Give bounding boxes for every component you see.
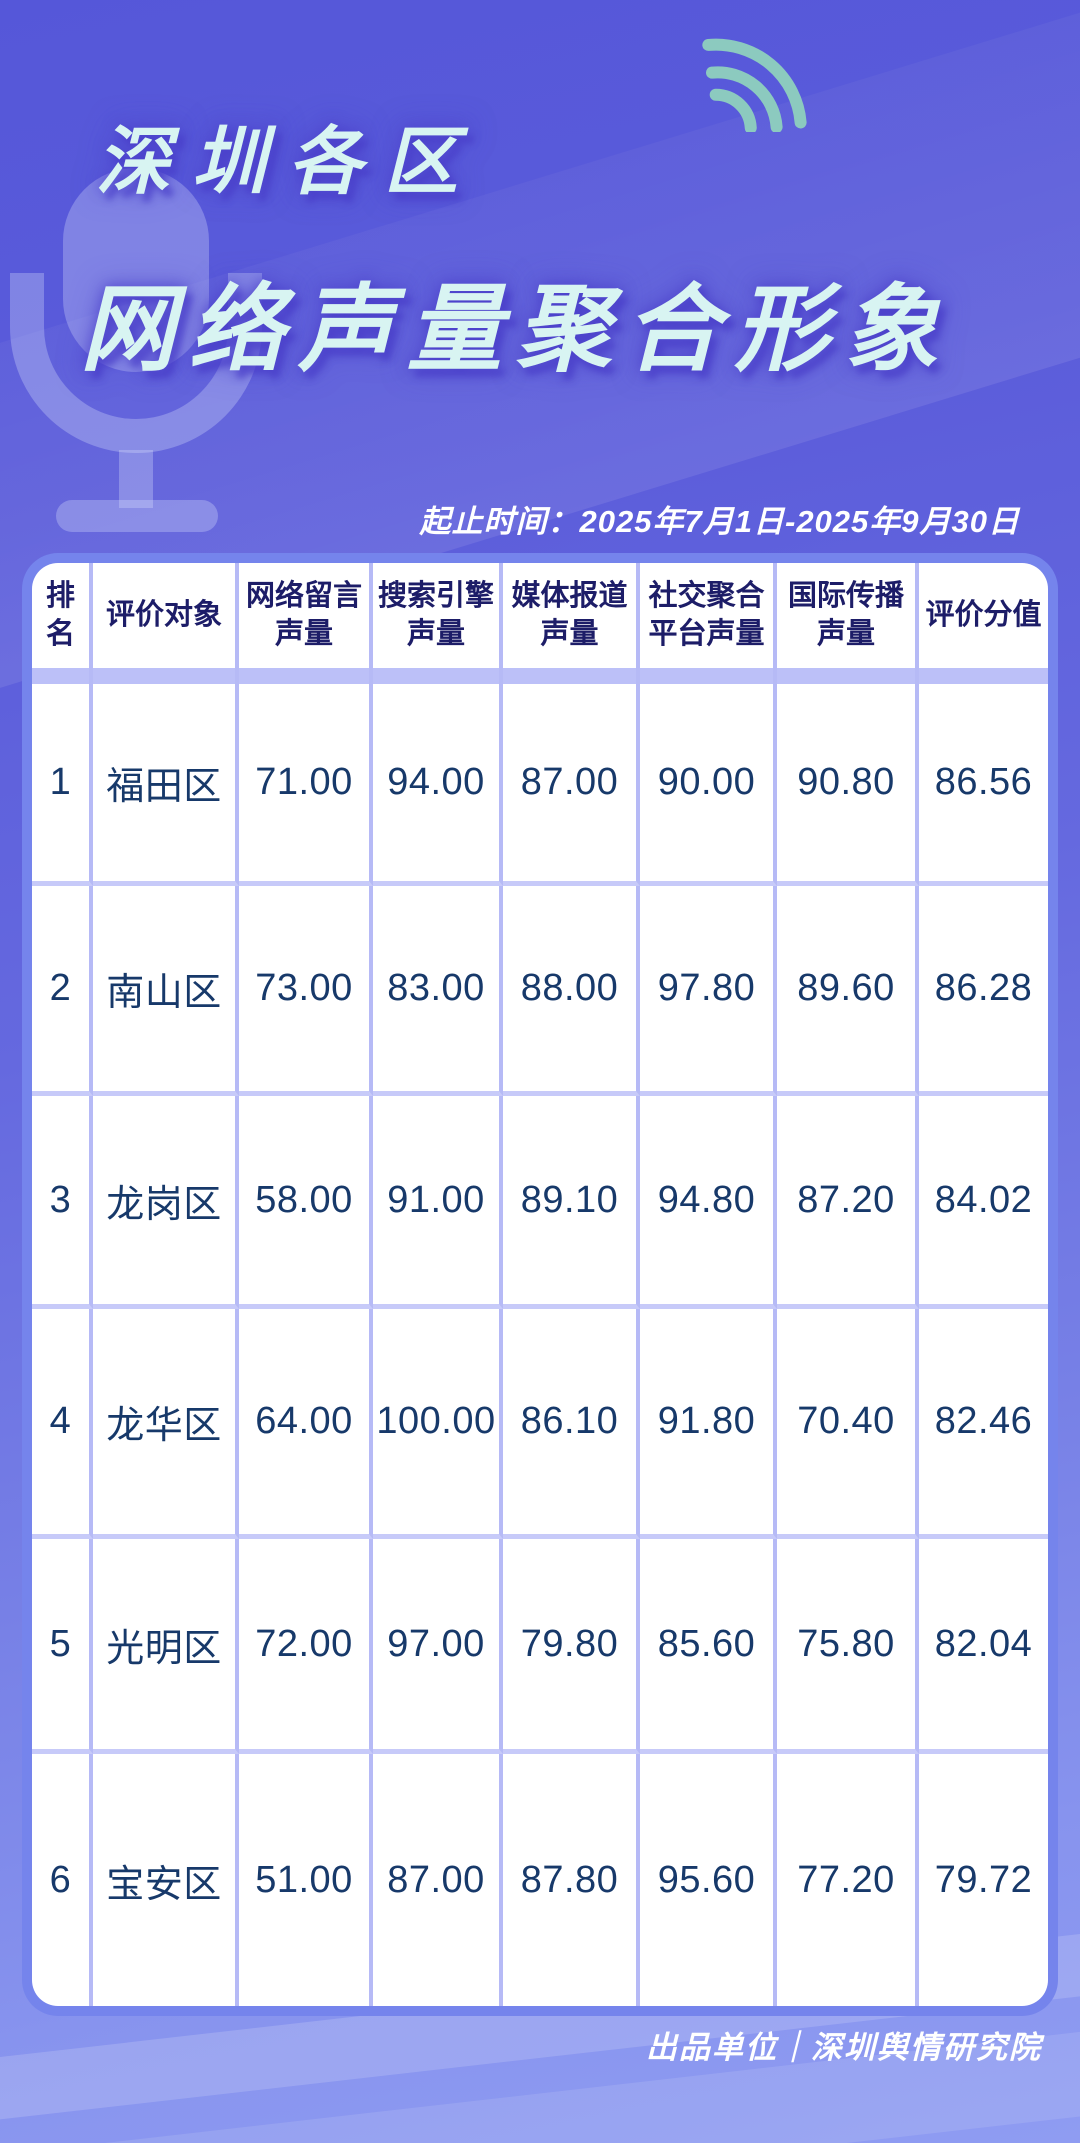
value-cell: 90.00	[640, 684, 777, 886]
score-table-card: 排名 评价对象 网络留言 声量 搜索引擎 声量 媒体报道 声量 社交聚合 平台声…	[22, 553, 1058, 2016]
rank-cell: 6	[32, 1754, 93, 2006]
col-header-web-comments: 网络留言 声量	[239, 563, 373, 668]
value-cell: 100.00	[373, 1309, 503, 1539]
value-cell: 97.00	[373, 1539, 503, 1754]
value-cell: 94.80	[640, 1096, 777, 1309]
value-cell: 95.60	[640, 1754, 777, 2006]
header-divider	[373, 668, 503, 684]
microphone-base	[56, 500, 218, 532]
value-cell: 86.10	[503, 1309, 640, 1539]
rank-cell: 1	[32, 684, 93, 886]
header-divider	[503, 668, 640, 684]
value-cell: 79.80	[503, 1539, 640, 1754]
value-cell: 87.00	[373, 1754, 503, 2006]
score-cell: 86.28	[919, 886, 1048, 1096]
col-header-score: 评价分值	[925, 598, 1042, 631]
header-divider	[919, 668, 1048, 684]
header-divider	[239, 668, 373, 684]
value-cell: 87.00	[503, 684, 640, 886]
score-cell: 82.46	[919, 1309, 1048, 1539]
title-line-2: 网络声量聚合形象	[80, 277, 953, 383]
header-divider	[777, 668, 919, 684]
value-cell: 77.20	[777, 1754, 919, 2006]
publisher-credit: 出品单位｜深圳舆情研究院	[646, 2030, 1042, 2065]
value-cell: 91.00	[373, 1096, 503, 1309]
rank-cell: 3	[32, 1096, 93, 1309]
value-cell: 94.00	[373, 684, 503, 886]
district-cell: 宝安区	[93, 1754, 239, 2006]
district-cell: 龙岗区	[93, 1096, 239, 1309]
title-line-1: 深圳各区	[96, 120, 480, 203]
col-header-media-report: 媒体报道 声量	[503, 563, 640, 668]
score-cell: 79.72	[934, 1858, 1033, 1901]
value-cell: 73.00	[239, 886, 373, 1096]
microphone-stem	[119, 450, 153, 508]
value-cell: 89.10	[503, 1096, 640, 1309]
rank-cell: 5	[32, 1539, 93, 1754]
value-cell: 83.00	[373, 886, 503, 1096]
value-cell: 58.00	[239, 1096, 373, 1309]
header-divider	[93, 668, 239, 684]
rank-cell: 4	[32, 1309, 93, 1539]
value-cell: 85.60	[640, 1539, 777, 1754]
date-range-label: 起止时间：2025年7月1日-2025年9月30日	[419, 504, 1020, 539]
title-block: 深圳各区 网络声量聚合形象	[80, 102, 952, 390]
score-cell: 86.56	[919, 684, 1048, 886]
value-cell: 88.00	[503, 886, 640, 1096]
district-cell: 龙华区	[93, 1309, 239, 1539]
value-cell: 87.80	[503, 1754, 640, 2006]
col-header-search-engine: 搜索引擎 声量	[373, 563, 503, 668]
value-cell: 97.80	[640, 886, 777, 1096]
score-table: 排名 评价对象 网络留言 声量 搜索引擎 声量 媒体报道 声量 社交聚合 平台声…	[32, 563, 1048, 2006]
header-divider	[32, 668, 93, 684]
value-cell: 71.00	[239, 684, 373, 886]
value-cell: 64.00	[239, 1309, 373, 1539]
value-cell: 87.20	[777, 1096, 919, 1309]
microphone-icon	[8, 168, 278, 532]
value-cell: 90.80	[777, 684, 919, 886]
header-divider	[640, 668, 777, 684]
value-cell: 91.80	[640, 1309, 777, 1539]
score-cell: 84.02	[919, 1096, 1048, 1309]
value-cell: 70.40	[777, 1309, 919, 1539]
district-cell: 南山区	[93, 886, 239, 1096]
col-header-district: 评价对象	[93, 563, 239, 668]
col-header-social-platform: 社交聚合 平台声量	[640, 563, 777, 668]
value-cell: 72.00	[239, 1539, 373, 1754]
value-cell: 51.00	[239, 1754, 373, 2006]
rank-cell: 2	[32, 886, 93, 1096]
col-header-rank: 排名	[32, 563, 93, 668]
col-header-intl-spread: 国际传播 声量	[777, 563, 919, 668]
district-cell: 福田区	[93, 684, 239, 886]
value-cell: 75.80	[777, 1539, 919, 1754]
district-cell: 光明区	[93, 1539, 239, 1754]
signal-waves-icon	[702, 38, 807, 132]
value-cell: 89.60	[777, 886, 919, 1096]
score-cell: 82.04	[919, 1539, 1048, 1754]
